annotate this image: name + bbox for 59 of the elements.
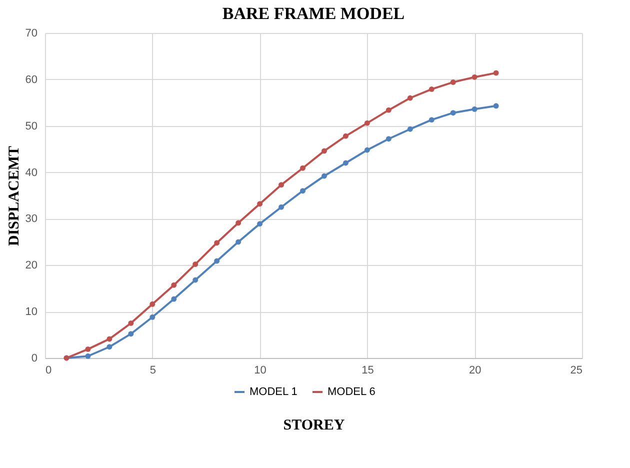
x-tick-label: 5 — [150, 364, 156, 376]
x-tick-label: 15 — [362, 364, 374, 376]
point — [150, 314, 156, 320]
point — [128, 331, 134, 337]
point — [450, 110, 456, 116]
point — [214, 240, 220, 246]
point — [85, 346, 91, 352]
point — [236, 239, 242, 245]
point — [300, 188, 306, 194]
point — [236, 220, 242, 226]
y-tick-label: 60 — [25, 74, 38, 86]
point — [493, 70, 499, 76]
point — [85, 353, 91, 359]
point — [472, 74, 478, 80]
point — [192, 261, 198, 267]
point — [171, 296, 177, 302]
point — [364, 120, 370, 126]
point — [171, 282, 177, 288]
point — [342, 133, 348, 139]
y-tick-label: 40 — [25, 166, 38, 179]
point — [428, 86, 434, 92]
x-tick-label: 10 — [254, 364, 266, 376]
y-tick-label: 10 — [25, 306, 38, 318]
point — [407, 126, 413, 132]
point — [257, 201, 263, 207]
y-axis-title: DISPLACEMT — [6, 146, 22, 246]
point — [128, 320, 134, 326]
point — [214, 258, 220, 264]
point — [364, 147, 370, 153]
point — [472, 106, 478, 112]
point — [106, 336, 112, 342]
point — [192, 277, 198, 283]
y-tick-label: 70 — [25, 28, 38, 40]
point — [257, 221, 263, 227]
x-axis-title: STOREY — [283, 418, 345, 434]
x-tick-label: 20 — [468, 364, 482, 376]
point — [322, 148, 327, 154]
chart-title: BARE FRAME MODEL — [222, 4, 405, 23]
point — [493, 103, 499, 109]
point — [386, 107, 392, 113]
legend-label: MODEL 6 — [328, 386, 376, 398]
point — [342, 160, 348, 166]
x-tick-label: 0 — [46, 364, 52, 376]
point — [278, 182, 284, 188]
y-tick-label: 0 — [31, 352, 38, 364]
point — [322, 173, 327, 179]
point — [428, 117, 434, 123]
x-tick-label: 25 — [570, 364, 582, 376]
legend-label: MODEL 1 — [250, 386, 298, 398]
y-tick-label: 30 — [25, 213, 38, 226]
point — [300, 165, 306, 171]
y-tick-label: 20 — [25, 260, 38, 272]
point — [150, 301, 156, 307]
point — [407, 95, 413, 101]
point — [450, 79, 456, 85]
y-tick-label: 50 — [25, 120, 38, 132]
point — [386, 136, 392, 142]
point — [278, 204, 284, 210]
point — [106, 344, 112, 350]
